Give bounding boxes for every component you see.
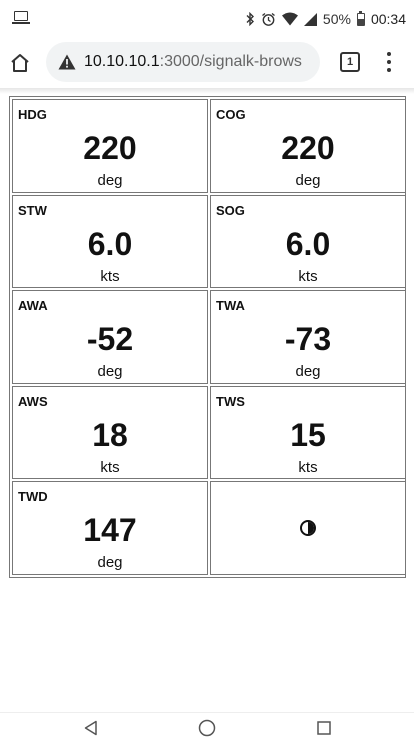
url-host: 10.10.10.1 [84, 53, 160, 70]
home-circle-icon[interactable] [196, 717, 218, 739]
bluetooth-icon [245, 12, 255, 26]
instrument-label: TWA [216, 298, 245, 314]
instrument-unit: kts [298, 267, 318, 285]
overflow-menu-icon[interactable] [382, 50, 396, 74]
instrument-label: AWA [18, 298, 48, 314]
instrument-label: HDG [18, 107, 47, 122]
instrument-unit: kts [298, 458, 318, 476]
instrument-label: SOG [216, 202, 245, 218]
instrument-unit: kts [100, 267, 120, 285]
instrument-unit: deg [97, 363, 123, 381]
instrument-cell-awa: AWA -52 deg [12, 290, 208, 384]
battery-icon [356, 10, 365, 26]
instrument-cell-sog: SOG 6.0 kts [210, 194, 406, 289]
instrument-value: 147 [83, 512, 137, 549]
status-bar: 50% 00:34 [0, 0, 414, 38]
battery-text: 50% [322, 11, 351, 27]
instrument-label: TWD [18, 489, 48, 505]
instrument-unit: deg [295, 172, 321, 189]
instrument-value: 6.0 [87, 225, 133, 262]
home-icon[interactable] [8, 51, 32, 75]
signal-icon [303, 12, 317, 26]
tab-count: 1 [346, 56, 354, 68]
tab-switcher-icon[interactable]: 1 [340, 52, 360, 72]
instrument-value: 6.0 [285, 225, 331, 262]
clock: 00:34 [370, 11, 406, 27]
contrast-icon[interactable] [300, 520, 316, 537]
display-mode-cell[interactable] [210, 481, 406, 575]
instrument-value: 220 [83, 130, 137, 166]
alarm-icon [261, 12, 276, 27]
instrument-unit: deg [97, 554, 123, 572]
instrument-cell-cog: COG 220 deg [210, 99, 406, 193]
instrument-value: 15 [290, 416, 326, 453]
status-icons: 50% 00:34 [245, 9, 406, 29]
address-bar[interactable]: 10.10.10.1:3000/signalk-brows [46, 42, 320, 82]
instrument-unit: deg [295, 363, 321, 381]
url-path: :3000/signalk-brows [159, 53, 302, 70]
instrument-label: TWS [216, 393, 245, 409]
instrument-cell-aws: AWS 18 kts [12, 385, 208, 480]
toolbar-shadow [0, 88, 414, 94]
system-nav-bar [0, 712, 414, 742]
instrument-label: AWS [18, 393, 48, 409]
instrument-grid: HDG 220 deg COG 220 deg STW 6.0 kts SOG … [9, 96, 406, 578]
screen-cast-icon [12, 11, 30, 24]
instrument-cell-twa: TWA -73 deg [210, 290, 406, 384]
instrument-unit: kts [100, 458, 120, 476]
browser-toolbar: 10.10.10.1:3000/signalk-brows 1 [0, 38, 414, 88]
wifi-icon [281, 12, 298, 26]
instrument-value: -73 [284, 321, 332, 358]
instrument-unit: deg [97, 172, 123, 189]
not-secure-warning-icon[interactable] [58, 54, 76, 70]
instrument-cell-stw: STW 6.0 kts [12, 194, 208, 289]
instrument-value: 18 [92, 416, 128, 453]
instrument-cell-tws: TWS 15 kts [210, 385, 406, 480]
back-icon[interactable] [80, 717, 102, 739]
recents-icon[interactable] [313, 717, 335, 739]
instrument-label: COG [216, 107, 246, 122]
instrument-value: 220 [281, 130, 335, 166]
instrument-cell-twd: TWD 147 deg [12, 481, 208, 575]
instrument-cell-hdg: HDG 220 deg [12, 99, 208, 193]
instrument-value: -52 [86, 321, 134, 358]
instrument-label: STW [18, 202, 47, 218]
